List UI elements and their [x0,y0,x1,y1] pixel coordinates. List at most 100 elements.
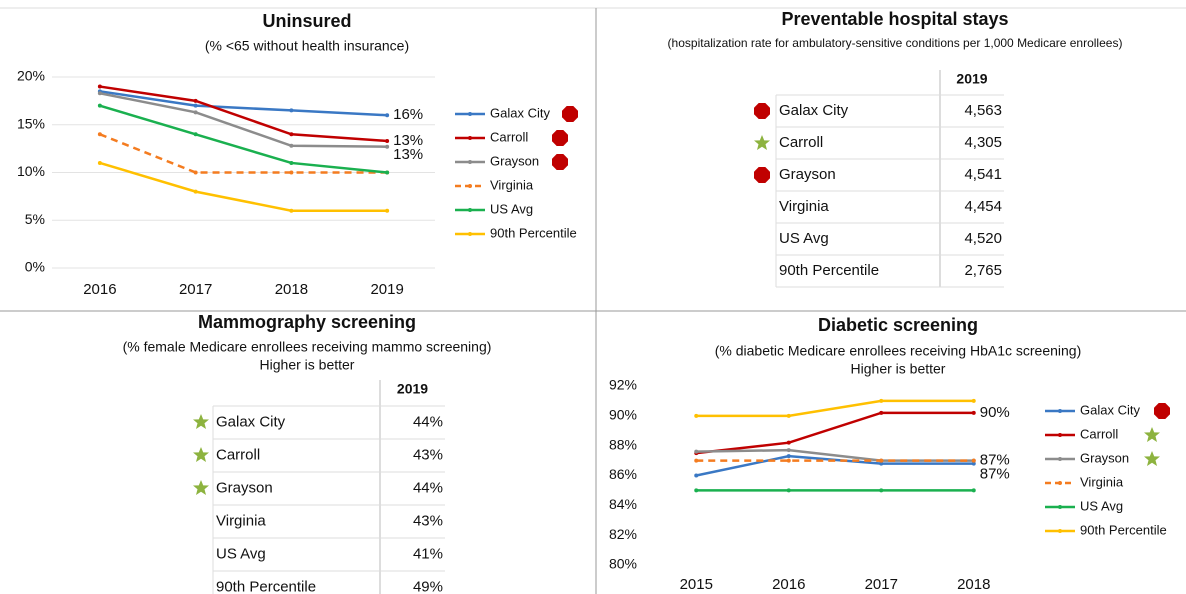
data-point [786,448,791,453]
data-point [694,488,699,493]
row-value: 41% [413,545,443,562]
status-icon [193,480,209,495]
data-point [289,170,294,175]
table-title: Preventable hospital stays [781,9,1008,29]
data-point [879,458,884,463]
data-point [385,113,390,118]
row-value: 44% [413,413,443,430]
y-tick-label: 0% [25,259,45,275]
data-point [786,458,791,463]
data-point [97,132,102,137]
y-tick-label: 84% [609,496,637,512]
x-tick-label: 2018 [957,576,990,593]
legend-marker [1058,481,1062,485]
status-icon [1154,403,1170,419]
row-value: 4,563 [964,102,1002,119]
data-point [289,108,294,113]
legend-marker [1058,457,1062,461]
legend-marker [468,160,472,164]
row-label: Virginia [779,198,829,215]
row-label: US Avg [779,230,829,247]
legend-label: Galax City [490,105,550,120]
data-point [97,103,102,108]
data-point [971,488,976,493]
row-label: Galax City [216,413,286,430]
row-label: Grayson [216,479,273,496]
data-point [289,160,294,165]
row-value: 4,541 [964,166,1002,183]
legend-marker [1058,505,1062,509]
data-point [385,208,390,213]
data-point [786,488,791,493]
table-header: 2019 [397,381,428,397]
legend-label: Galax City [1080,402,1140,417]
data-point [289,208,294,213]
chart-note: Higher is better [851,361,946,377]
status-icon [1144,451,1160,466]
series-line [99,133,388,174]
row-label: Carroll [216,446,260,463]
legend-marker [468,112,472,116]
data-point [289,132,294,137]
data-point [971,398,976,403]
legend-marker [1058,433,1062,437]
row-label: 90th Percentile [779,262,879,279]
data-label: 13% [393,132,423,149]
data-point [971,458,976,463]
chart-subtitle: (% <65 without health insurance) [205,38,409,54]
row-label: Carroll [779,134,823,151]
series-line [696,411,974,455]
row-label: Virginia [216,512,266,529]
data-point [97,91,102,96]
y-tick-label: 86% [609,466,637,482]
row-value: 49% [413,578,443,594]
y-tick-label: 92% [609,377,637,393]
data-point [879,461,884,466]
x-tick-label: 2017 [865,576,898,593]
series-line [99,85,388,143]
table-subtitle: (% female Medicare enrollees receiving m… [123,339,492,355]
legend-marker [468,184,472,188]
legend-label: US Avg [490,201,533,216]
series-line [695,454,974,477]
chart-subtitle: (% diabetic Medicare enrollees receiving… [715,343,1082,359]
y-tick-label: 20% [17,68,45,84]
y-tick-label: 10% [17,163,45,179]
x-tick-label: 2015 [680,576,713,593]
series-line [99,90,388,117]
legend-marker [468,136,472,140]
data-point [385,170,390,175]
row-value: 43% [413,446,443,463]
y-tick-label: 90% [609,407,637,423]
y-tick-label: 80% [609,556,637,572]
row-value: 2,765 [964,262,1002,279]
data-point [786,454,791,459]
data-point [193,103,198,108]
status-icon [754,167,770,183]
chart-title: Diabetic screening [818,315,978,335]
legend-label: US Avg [1080,498,1123,513]
table-title: Mammography screening [198,312,416,332]
legend-label: Grayson [1080,450,1129,465]
row-label: Grayson [779,166,836,183]
data-point [694,473,699,478]
data-point [786,413,791,418]
x-tick-label: 2019 [370,281,403,298]
data-point [193,132,198,137]
table-header: 2019 [956,71,987,87]
legend-label: Carroll [490,129,528,144]
data-point [385,138,390,143]
data-point [786,440,791,445]
chart-title: Uninsured [262,11,351,31]
row-value: 4,305 [964,134,1002,151]
data-point [97,84,102,89]
data-point [385,144,390,149]
y-tick-label: 88% [609,436,637,452]
status-icon [754,103,770,119]
y-tick-label: 5% [25,211,45,227]
x-tick-label: 2016 [83,281,116,298]
data-point [694,413,699,418]
data-point [879,398,884,403]
status-icon [754,135,770,150]
status-icon [193,414,209,429]
